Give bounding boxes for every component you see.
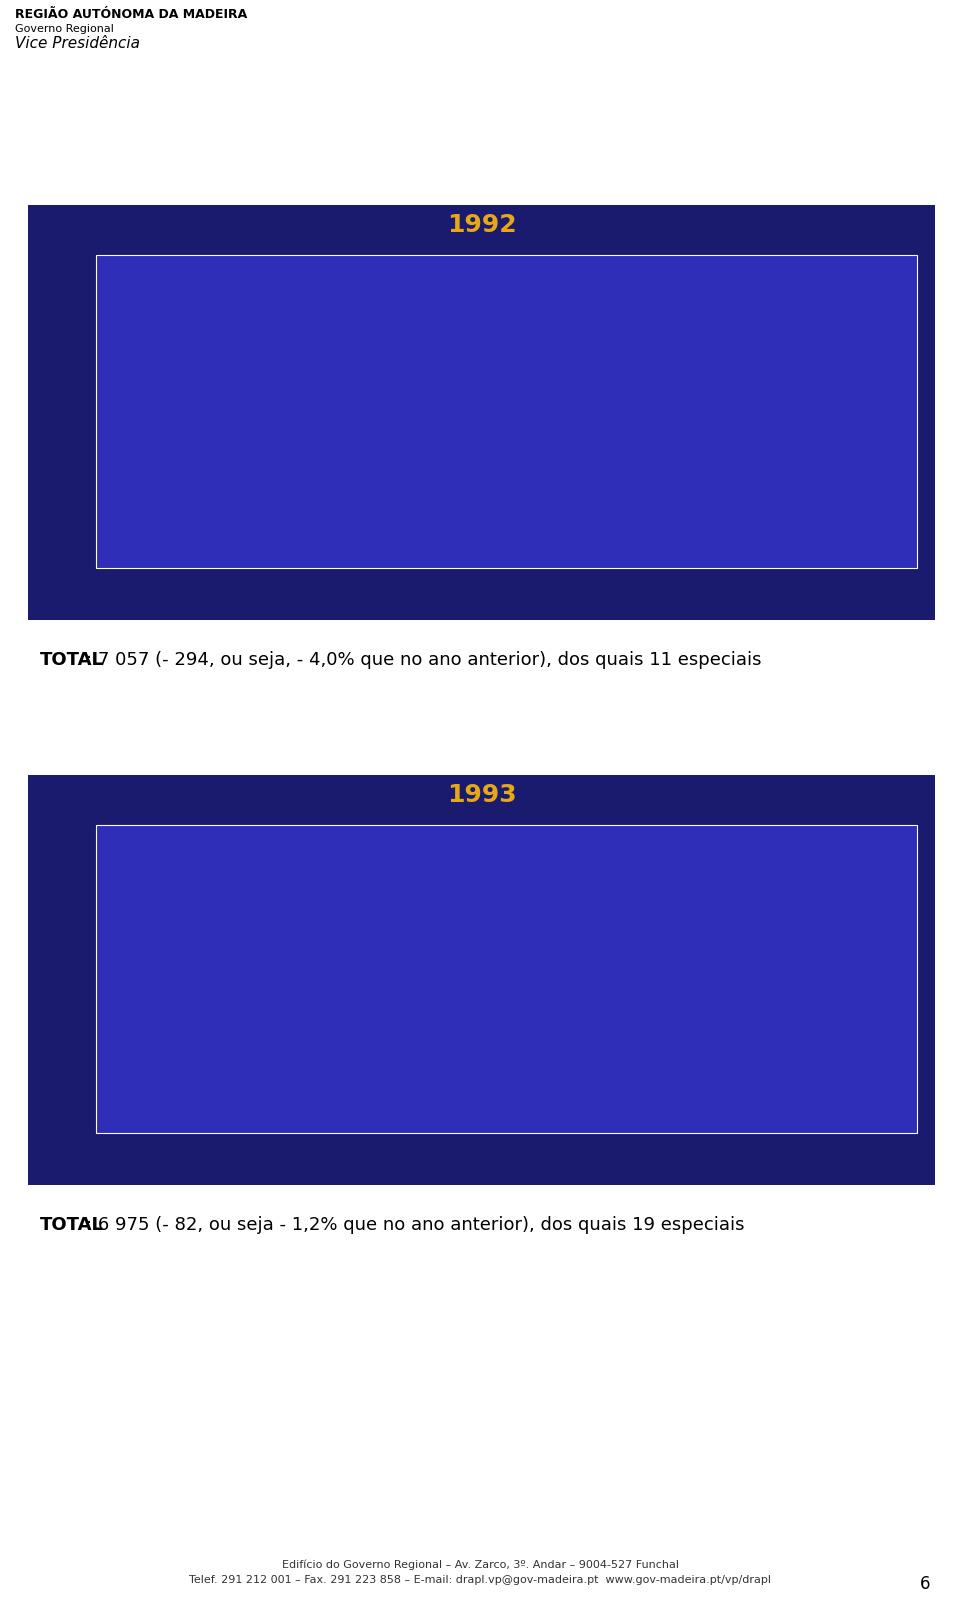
Text: 664: 664: [596, 882, 622, 896]
Text: Telef. 291 212 001 – Fax. 291 223 858 – E-mail: drapl.vp@gov-madeira.pt  www.gov: Telef. 291 212 001 – Fax. 291 223 858 – …: [189, 1576, 771, 1585]
Text: 705: 705: [117, 268, 143, 283]
Text: 528: 528: [664, 337, 691, 352]
Text: REGIÃO AUTÓNOMA DA MADEIRA: REGIÃO AUTÓNOMA DA MADEIRA: [15, 8, 248, 21]
Text: 445: 445: [732, 957, 759, 972]
Text: 570: 570: [391, 321, 417, 336]
Text: TOTAL: TOTAL: [40, 650, 104, 670]
Text: 584: 584: [185, 316, 212, 329]
Text: 714: 714: [253, 865, 280, 879]
Text: 518: 518: [802, 932, 828, 946]
Text: 6: 6: [920, 1576, 930, 1593]
Text: 444: 444: [185, 957, 212, 972]
Text: 539: 539: [732, 334, 759, 347]
Text: 346: 346: [870, 991, 896, 1005]
Text: 1993: 1993: [446, 783, 516, 807]
Text: 693: 693: [459, 273, 486, 288]
Text: Vice Presidência: Vice Presidência: [15, 37, 140, 51]
Text: 531: 531: [596, 337, 622, 350]
Text: 672: 672: [253, 281, 280, 296]
Text: 782: 782: [323, 842, 348, 855]
Text: 1992: 1992: [446, 213, 516, 237]
Text: Governo Regional: Governo Regional: [15, 24, 114, 34]
Text: : 6 975 (- 82, ou seja - 1,2% que no ano anterior), dos quais 19 especiais: : 6 975 (- 82, ou seja - 1,2% que no ano…: [86, 1216, 745, 1234]
Text: Edifício do Governo Regional – Av. Zarco, 3º. Andar – 9004-527 Funchal: Edifício do Governo Regional – Av. Zarco…: [281, 1560, 679, 1571]
Text: 548: 548: [117, 922, 143, 936]
Text: 330: 330: [870, 415, 896, 430]
Text: 711: 711: [527, 866, 554, 880]
Text: 646: 646: [391, 888, 418, 903]
Text: 739: 739: [323, 256, 348, 268]
Text: 480: 480: [802, 356, 828, 371]
Text: : 7 057 (- 294, ou seja, - 4,0% que no ano anterior), dos quais 11 especiais: : 7 057 (- 294, ou seja, - 4,0% que no a…: [86, 650, 761, 670]
Text: 539: 539: [664, 925, 691, 938]
Text: TOTAL: TOTAL: [40, 1216, 104, 1234]
Text: 618: 618: [459, 898, 486, 912]
Text: 686: 686: [527, 276, 554, 289]
